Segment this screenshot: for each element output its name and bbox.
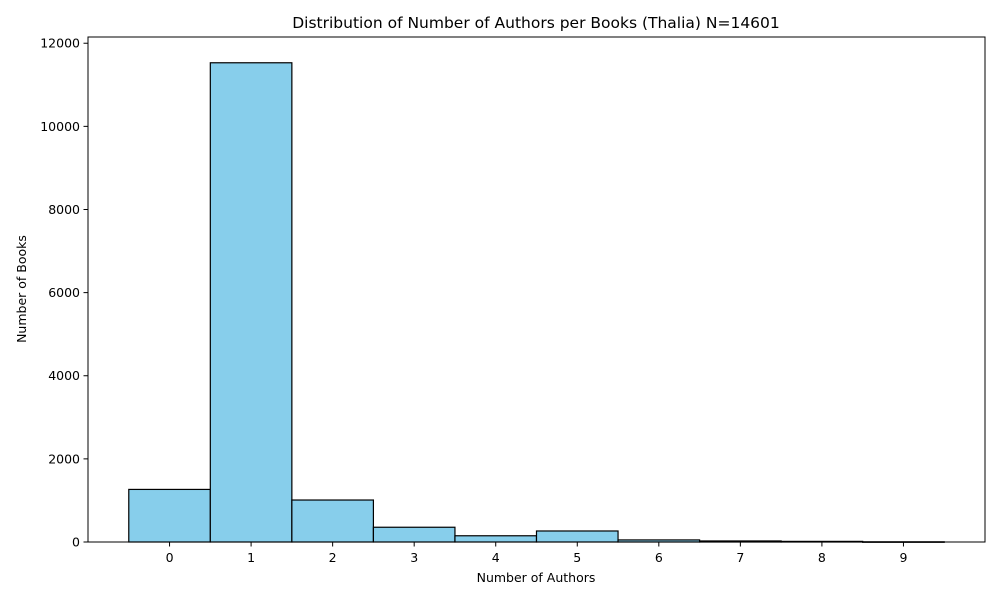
bar-4: [454, 535, 538, 543]
y-tick-label: 12000: [40, 36, 80, 51]
y-tick-label: 2000: [48, 451, 80, 466]
x-tick-label: 9: [899, 550, 907, 565]
y-tick-label: 6000: [48, 285, 80, 300]
bar-5: [535, 530, 619, 543]
bar-3: [372, 526, 456, 543]
x-tick-label: 1: [247, 550, 255, 565]
y-ticks: 0 2000 4000 6000 8000 10000 12000: [40, 36, 88, 550]
x-axis-label: Number of Authors: [477, 570, 596, 585]
x-tick-label: 5: [573, 550, 581, 565]
x-tick-label: 7: [736, 550, 744, 565]
y-tick-label: 10000: [40, 119, 80, 134]
x-tick-label: 6: [655, 550, 663, 565]
bar-0: [128, 488, 211, 543]
bar-2: [291, 499, 375, 543]
chart-title: Distribution of Number of Authors per Bo…: [292, 14, 780, 32]
plot-frame: [87, 36, 986, 543]
y-tick-label: 4000: [48, 368, 80, 383]
x-tick-label: 2: [329, 550, 337, 565]
axes-layer: [87, 36, 986, 543]
y-tick-label: 8000: [48, 202, 80, 217]
x-ticks: 0 1 2 3 4 5 6 7 8 9: [166, 542, 907, 565]
bars-layer: [128, 62, 945, 543]
bar-1: [209, 62, 293, 543]
y-tick-label: 0: [72, 535, 80, 550]
y-axis-label: Number of Books: [14, 235, 29, 343]
x-tick-label: 8: [818, 550, 826, 565]
x-tick-label: 0: [166, 550, 174, 565]
x-tick-label: 3: [410, 550, 418, 565]
x-tick-label: 4: [492, 550, 500, 565]
